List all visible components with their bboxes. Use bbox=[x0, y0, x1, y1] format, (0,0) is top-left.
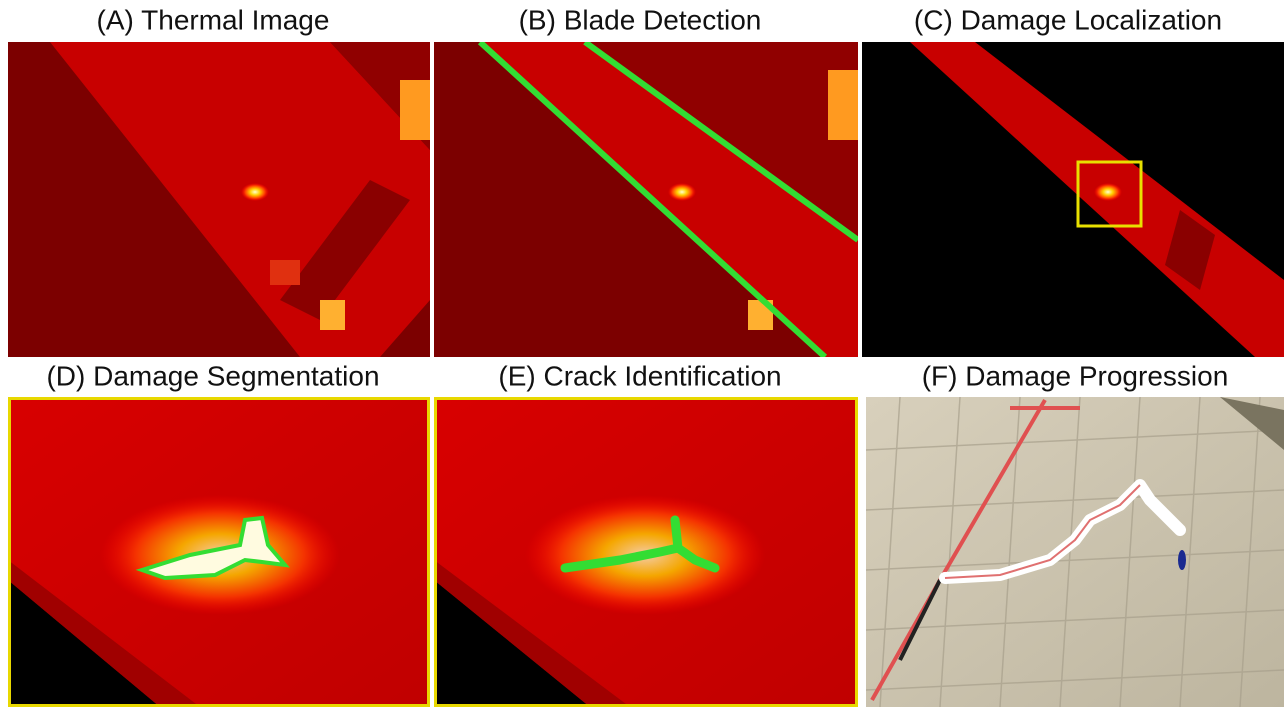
panel-title: (B) Blade Detection bbox=[519, 4, 762, 35]
blade-detection bbox=[434, 42, 858, 357]
panel-title: (D) Damage Segmentation bbox=[46, 360, 379, 391]
damage-progression bbox=[866, 397, 1284, 707]
figure: (A) Thermal Image (B) Blade Detection (C… bbox=[0, 0, 1285, 708]
panel-title: (C) Damage Localization bbox=[914, 4, 1222, 35]
panel-title: (E) Crack Identification bbox=[498, 360, 781, 391]
damage-localization bbox=[862, 42, 1284, 357]
damage-segmentation bbox=[8, 397, 430, 707]
page: (A) Thermal Image (B) Blade Detection (C… bbox=[0, 0, 1285, 708]
thermal-image bbox=[8, 42, 430, 357]
panel-title: (A) Thermal Image bbox=[97, 4, 330, 35]
crack-identification bbox=[434, 397, 858, 707]
panel-title: (F) Damage Progression bbox=[922, 360, 1229, 391]
